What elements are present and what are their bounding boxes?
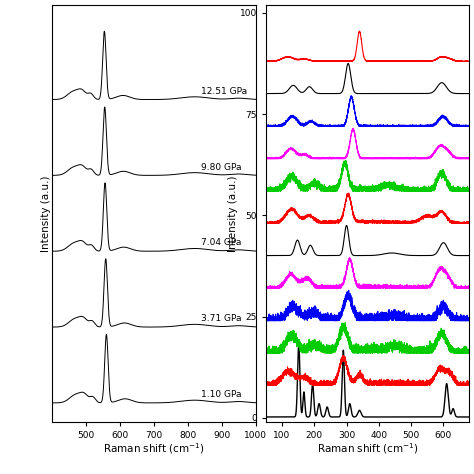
Text: 7.04 GPa: 7.04 GPa — [201, 238, 242, 247]
Text: 1.10 GPa: 1.10 GPa — [201, 390, 242, 399]
Y-axis label: Intensity (a.u.): Intensity (a.u.) — [41, 175, 51, 252]
Text: 9.80 GPa: 9.80 GPa — [201, 163, 242, 172]
X-axis label: Raman shift (cm$^{-1}$): Raman shift (cm$^{-1}$) — [317, 441, 419, 456]
Text: 12.51 GPa: 12.51 GPa — [201, 87, 247, 96]
X-axis label: Raman shift (cm$^{-1}$): Raman shift (cm$^{-1}$) — [103, 441, 205, 456]
Text: 3.71 GPa: 3.71 GPa — [201, 314, 242, 323]
Y-axis label: Intensity (a.u.): Intensity (a.u.) — [228, 175, 238, 252]
